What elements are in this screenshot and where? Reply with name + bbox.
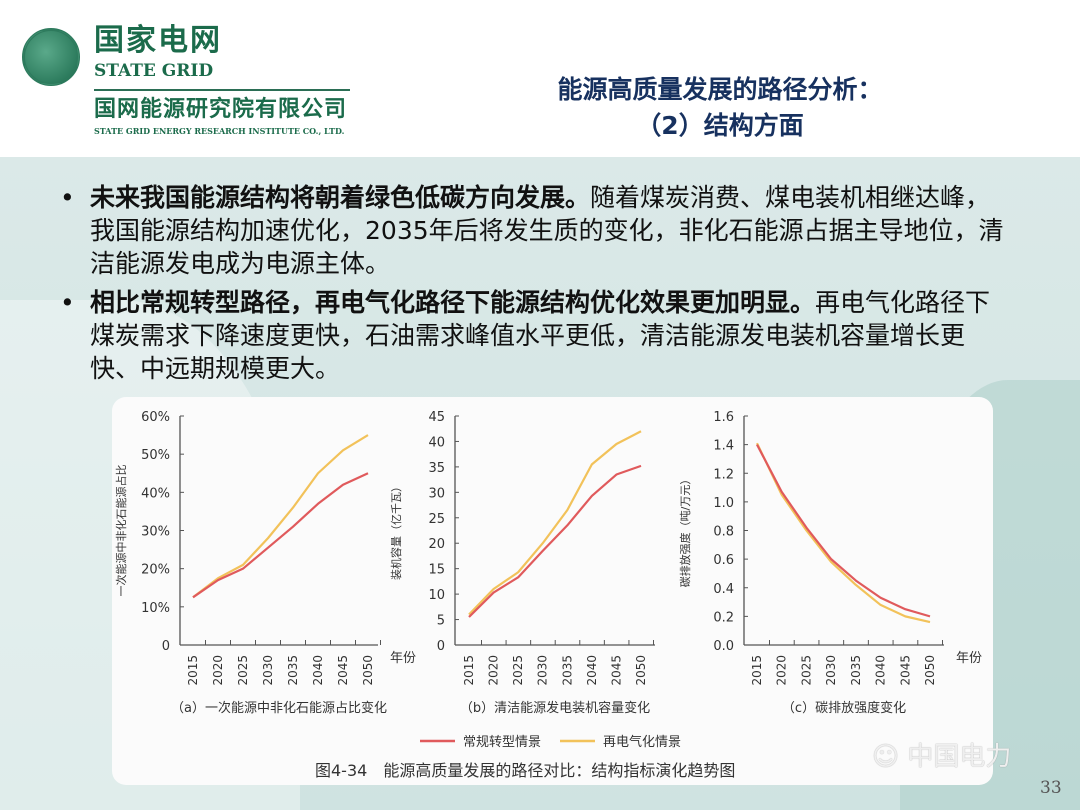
x-tick-label: 2020 (211, 655, 225, 686)
logo-institute-cn: 国网能源研究院有限公司 (94, 97, 348, 122)
logo-en: STATE GRID (94, 61, 214, 81)
chart-a: 0 10% 20% 30% 40% 50% 60% 2015 2020 2025 2030 2035 2… (114, 410, 416, 716)
y-tick-label: 5 (437, 614, 445, 629)
watermark-text: 中国电力 (907, 742, 1012, 772)
x-tick-label: 2045 (336, 655, 350, 686)
bullet-symbol: • (60, 183, 75, 212)
figure-caption: 图4-34 能源高质量发展的路径对比：结构指标演化趋势图 (315, 761, 735, 780)
y-tick-label: 1.4 (713, 439, 734, 454)
bullet-list: • 未来我国能源结构将朝着绿色低碳方向发展。随着煤炭消费、煤电装机相继达峰，我国… (60, 181, 1010, 391)
bullet-symbol: • (60, 288, 75, 317)
x-tick-label: 2015 (750, 655, 764, 686)
y-axis-label: 装机容量（亿千瓦） (389, 481, 403, 580)
bullet-item: • 相比常规转型路径，再电气化路径下能源结构优化效果更加明显。再电气化路径下煤炭… (60, 286, 1010, 385)
y-tick-label: 10% (141, 601, 170, 616)
series-line-1 (468, 464, 642, 618)
state-grid-logo: 国家电网 STATE GRID 国网能源研究院有限公司 STATE GRID E… (18, 24, 358, 144)
y-tick-label: 0.4 (713, 582, 734, 597)
x-tick-label: 2040 (585, 655, 599, 686)
series-line-2 (192, 434, 369, 599)
y-tick-label: 40% (141, 486, 170, 501)
y-tick-label: 1.0 (713, 496, 734, 511)
y-tick-label: 20% (141, 563, 170, 578)
x-tick-label: 2040 (874, 655, 888, 686)
watermark: ☺ 中国电力 (872, 742, 1011, 772)
bullet-bold-text: 相比常规转型路径，再电气化路径下能源结构优化效果更加明显。 (90, 288, 816, 317)
y-tick-label: 20 (428, 537, 445, 552)
y-axis-label: 一次能源中非化石能源占比 (114, 465, 128, 597)
bullet-text: 再电气化路径下煤炭需求下降速度更快，石油需求峰值水平更低，清洁能源发电装机容量增… (90, 288, 991, 383)
series-line-2 (468, 430, 642, 616)
y-tick-label: 30% (141, 525, 170, 540)
x-tick-label: 2045 (609, 655, 623, 686)
x-tick-label: 2045 (898, 655, 912, 686)
y-tick-label: 35 (428, 461, 445, 476)
y-tick-label: 10 (428, 588, 445, 603)
legend: 常规转型情景 再电气化情景 (420, 734, 681, 750)
title-line-1: 能源高质量发展的路径分析： (557, 75, 883, 104)
x-axis-label: 年份 (390, 651, 416, 666)
y-tick-label: 1.6 (713, 410, 734, 425)
x-tick-label: 2025 (799, 655, 813, 686)
x-tick-label: 2030 (261, 655, 275, 686)
y-tick-label: 50% (141, 448, 170, 463)
logo-institute-en: STATE GRID ENERGY RESEARCH INSTITUTE CO.… (94, 126, 345, 136)
bullet-bold-text: 未来我国能源结构将朝着绿色低碳方向发展。 (90, 183, 591, 212)
legend-label-series1: 常规转型情景 (463, 735, 541, 750)
y-tick-label: 40 (428, 435, 445, 450)
legend-label-series2: 再电气化情景 (603, 734, 681, 750)
x-tick-label: 2035 (286, 655, 300, 686)
chart-subtitle: （c）碳排放强度变化 (782, 700, 906, 716)
y-tick-label: 0 (437, 639, 445, 654)
series-line-1 (192, 472, 369, 599)
y-axis-label: 碳排放强度（吨/万元） (678, 474, 692, 588)
y-tick-label: 60% (141, 410, 170, 425)
x-tick-label: 2035 (560, 655, 574, 686)
y-tick-label: 0 (162, 639, 170, 654)
bullet-item: • 未来我国能源结构将朝着绿色低碳方向发展。随着煤炭消费、煤电装机相继达峰，我国… (60, 181, 1010, 280)
x-axis-label: 年份 (956, 651, 982, 666)
y-tick-label: 0.8 (713, 525, 734, 540)
page-number: 33 (1040, 778, 1062, 798)
series-line-1 (756, 444, 931, 618)
x-tick-label: 2025 (511, 655, 525, 686)
chart-c: 0.0 0.2 0.4 0.6 0.8 1.0 1.2 1.4 1.6 2015 2020 2025 2… (678, 410, 982, 716)
wechat-icon: ☺ (872, 742, 908, 772)
figure-panel (112, 397, 993, 785)
x-tick-label: 2020 (487, 655, 501, 686)
y-tick-label: 45 (428, 410, 445, 425)
x-tick-label: 2015 (186, 655, 200, 686)
y-tick-label: 25 (428, 512, 445, 527)
chart-subtitle: （b）清洁能源发电装机容量变化 (460, 700, 650, 716)
y-tick-label: 15 (428, 563, 445, 578)
x-tick-label: 2050 (634, 655, 648, 686)
x-tick-label: 2015 (462, 655, 476, 686)
x-tick-label: 2050 (923, 655, 937, 686)
title-line-2: （2）结构方面 (636, 111, 804, 140)
x-tick-label: 2035 (849, 655, 863, 686)
x-tick-label: 2030 (536, 655, 550, 686)
x-tick-label: 2050 (361, 655, 375, 686)
y-tick-label: 1.2 (713, 467, 734, 482)
x-tick-label: 2025 (236, 655, 250, 686)
x-tick-label: 2040 (311, 655, 325, 686)
x-tick-label: 2030 (824, 655, 838, 686)
x-tick-label: 2020 (775, 655, 789, 686)
chart-subtitle: （a）一次能源中非化石能源占比变化 (171, 700, 387, 716)
series-line-2 (756, 442, 931, 624)
y-tick-label: 30 (428, 486, 445, 501)
y-tick-label: 0.6 (713, 553, 734, 568)
slide-title: 能源高质量发展的路径分析： （2）结构方面 (520, 72, 920, 144)
bullet-text: 随着煤炭消费、煤电装机相继达峰，我国能源结构加速优化，2035年后将发生质的变化… (90, 183, 1004, 278)
logo-cn: 国家电网 (94, 23, 222, 58)
y-tick-label: 0.0 (713, 639, 734, 654)
globe-icon (22, 28, 80, 86)
y-tick-label: 0.2 (713, 610, 734, 625)
logo-divider (94, 89, 350, 91)
